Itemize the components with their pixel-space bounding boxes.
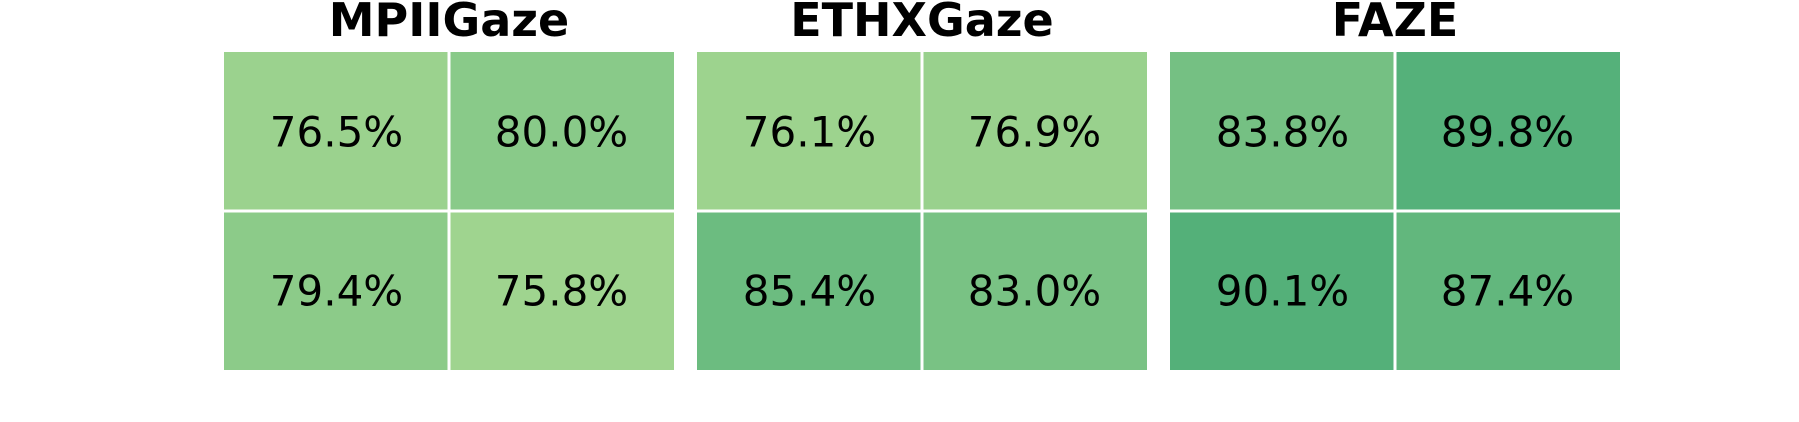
heatmap-cell xyxy=(449,52,674,211)
heatmap-panel-ethxgaze: ETHXGaze 76.1% 76.9% 85.4% 83.0% xyxy=(697,0,1147,370)
heatmap-cell xyxy=(697,211,922,370)
panel-title: ETHXGaze xyxy=(790,0,1054,47)
heatmap-cell xyxy=(1395,52,1620,211)
cell-value-label: 90.1% xyxy=(1216,267,1349,316)
heatmap-panel-mpiigaze: MPIIGaze 76.5% 80.0% 79.4% 75.8% xyxy=(224,0,674,370)
heatmap-panel-faze: FAZE 83.8% 89.8% 90.1% 87.4% xyxy=(1170,0,1620,370)
heatmap-cell xyxy=(1170,211,1395,370)
cell-value-label: 79.4% xyxy=(270,267,403,316)
heatmap-cell xyxy=(1170,52,1395,211)
cell-value-label: 89.8% xyxy=(1441,108,1574,157)
cell-value-label: 76.1% xyxy=(743,108,876,157)
heatmap-cell xyxy=(922,211,1147,370)
heatmap-cell xyxy=(449,211,674,370)
cell-value-label: 76.5% xyxy=(270,108,403,157)
cell-value-label: 76.9% xyxy=(968,108,1101,157)
cell-value-label: 75.8% xyxy=(495,267,628,316)
heatmap-cell xyxy=(1395,211,1620,370)
heatmap-cell xyxy=(224,211,449,370)
cell-value-label: 83.8% xyxy=(1216,108,1349,157)
heatmap-cell xyxy=(922,52,1147,211)
cell-value-label: 80.0% xyxy=(495,108,628,157)
cell-value-label: 87.4% xyxy=(1441,267,1574,316)
cell-value-label: 83.0% xyxy=(968,267,1101,316)
panel-title: MPIIGaze xyxy=(329,0,570,47)
cell-value-label: 85.4% xyxy=(743,267,876,316)
heatmap-cell xyxy=(224,52,449,211)
panel-title: FAZE xyxy=(1332,0,1459,47)
heatmap-cell xyxy=(697,52,922,211)
